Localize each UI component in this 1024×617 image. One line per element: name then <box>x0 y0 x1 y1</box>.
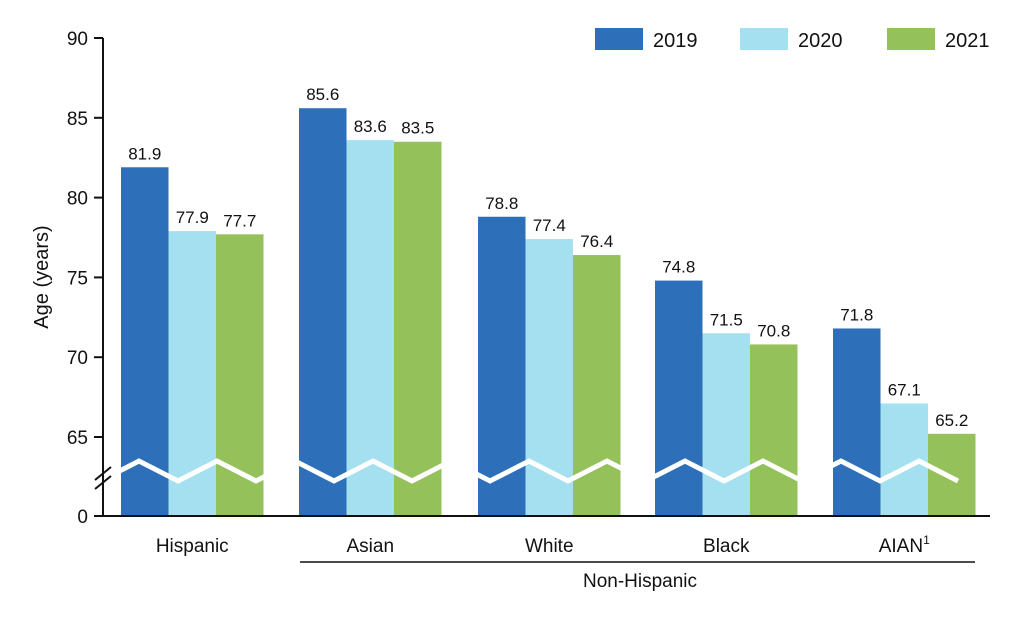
group-label: Non-Hispanic <box>583 571 697 592</box>
legend-label-2019: 2019 <box>653 30 698 52</box>
bar-hispanic-2019 <box>121 167 169 516</box>
y-tick-label-80: 80 <box>67 189 88 210</box>
legend-label-2021: 2021 <box>945 30 990 52</box>
bar-asian-2019 <box>299 108 347 516</box>
category-label-aian: AIAN1 <box>879 533 930 557</box>
bar-black-2019 <box>655 280 703 516</box>
value-label-asian-2020: 83.6 <box>354 117 387 136</box>
y-tick-label-90: 90 <box>67 29 88 50</box>
category-label-black: Black <box>703 536 750 557</box>
value-labels-layer: 81.9 77.9 77.7 85.6 83.6 83.5 78.8 77.4 76.4 74.8… <box>128 85 968 430</box>
value-label-asian-2021: 83.5 <box>401 119 434 138</box>
axis-break-layer <box>98 458 960 484</box>
value-label-black-2020: 71.5 <box>710 310 743 329</box>
value-label-hispanic-2020: 77.9 <box>176 208 209 227</box>
y-tick-label-65: 65 <box>67 428 88 449</box>
y-tick-label-0: 0 <box>77 507 88 528</box>
y-axis-break-mark-1 <box>94 466 112 481</box>
y-ticks-layer: 0 65 70 75 80 85 90 <box>67 29 103 528</box>
legend: 2019 2020 2021 <box>595 28 990 52</box>
value-label-black-2019: 74.8 <box>662 258 695 277</box>
value-label-black-2021: 70.8 <box>757 321 790 340</box>
value-label-hispanic-2021: 77.7 <box>223 211 256 230</box>
bar-asian-2021 <box>394 141 442 517</box>
y-tick-label-70: 70 <box>67 348 88 369</box>
legend-label-2020: 2020 <box>798 30 843 52</box>
value-label-aian-2019: 71.8 <box>840 305 873 324</box>
legend-swatch-2021 <box>887 28 935 50</box>
group-bracket: Non-Hispanic <box>300 561 975 592</box>
bar-hispanic-2020 <box>168 231 216 516</box>
category-label-white: White <box>525 536 574 557</box>
y-axis-break-mark-2 <box>94 475 112 490</box>
axis-break-zigzag <box>98 458 960 484</box>
category-label-hispanic: Hispanic <box>156 536 229 557</box>
value-label-aian-2021: 65.2 <box>935 411 968 430</box>
legend-swatch-2020 <box>740 28 788 50</box>
bar-black-2021 <box>750 344 798 516</box>
value-label-white-2020: 77.4 <box>533 216 566 235</box>
y-tick-label-85: 85 <box>67 109 88 130</box>
bar-aian-2019 <box>833 328 881 516</box>
value-label-hispanic-2019: 81.9 <box>128 144 161 163</box>
category-labels-layer: Hispanic Asian White Black AIAN1 <box>156 533 930 557</box>
value-label-aian-2020: 67.1 <box>888 380 921 399</box>
bar-asian-2020 <box>346 140 394 517</box>
bar-aian-2021 <box>928 433 976 516</box>
bar-white-2019 <box>478 216 526 516</box>
value-label-white-2019: 78.8 <box>485 194 518 213</box>
value-label-white-2021: 76.4 <box>580 232 613 251</box>
category-footnote-marker: 1 <box>923 533 930 547</box>
y-axis-title: Age (years) <box>31 225 53 328</box>
bar-white-2020 <box>525 239 573 516</box>
bar-black-2020 <box>702 333 750 516</box>
value-label-asian-2019: 85.6 <box>306 85 339 104</box>
bar-hispanic-2021 <box>216 234 264 517</box>
y-tick-label-75: 75 <box>67 268 88 289</box>
legend-swatch-2019 <box>595 28 643 50</box>
category-label-asian: Asian <box>346 536 394 557</box>
